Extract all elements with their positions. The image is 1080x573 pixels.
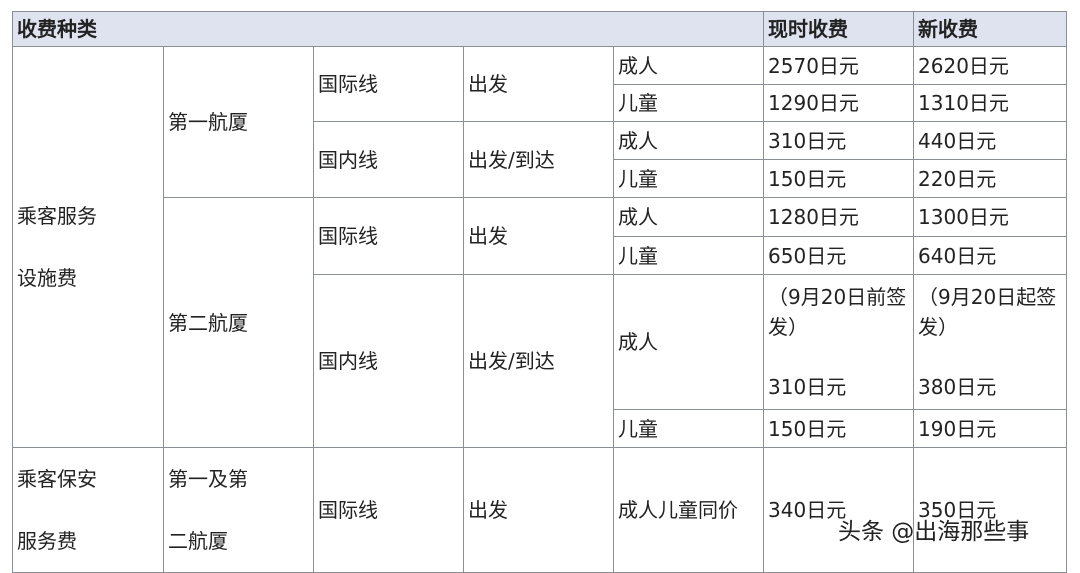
current-fee: 650日元 <box>763 236 915 275</box>
fee-table: 收费种类 现时收费 新收费 乘客服务 设施费 第一航厦 国际线 出发 成人 257… <box>11 11 1068 573</box>
current-fee: （9月20日前签发） 310日元 <box>763 274 915 410</box>
header-current: 现时收费 <box>763 11 915 47</box>
table-row: 乘客保安 服务费 第一及第 二航厦 国际线 出发 成人儿童同价 340日元 350日… <box>12 447 1068 573</box>
passenger-type: 成人 <box>612 197 765 237</box>
t1-intl-route: 国际线 <box>313 46 464 122</box>
table-row: 儿童 650日元 640日元 <box>13 236 1068 275</box>
current-fee: 2570日元 <box>763 46 915 85</box>
header-new: 新收费 <box>913 11 1068 47</box>
security-terminal: 第一及第 二航厦 <box>163 447 314 573</box>
table-row: 国内线 出发/到达 成人 （9月20日前签发） 310日元 （9月20日起签发） 3… <box>13 274 1068 448</box>
t1-dom-route: 国内线 <box>313 121 464 198</box>
t1-dom-direction: 出发/到达 <box>463 121 614 198</box>
current-fee: 150日元 <box>763 409 915 448</box>
new-fee: （9月20日起签发） 380日元 <box>913 274 1068 410</box>
new-fee: 440日元 <box>913 121 1068 160</box>
passenger-type: 成人儿童同价 <box>612 447 765 573</box>
current-fee: 1290日元 <box>763 84 915 122</box>
header-category: 收费种类 <box>11 11 765 47</box>
table-row: 儿童 150日元 190日元 <box>13 409 1068 448</box>
new-fee: 190日元 <box>913 409 1068 448</box>
passenger-service-label: 乘客服务 设施费 <box>12 46 164 448</box>
new-fee: 2620日元 <box>913 46 1068 85</box>
t1-name: 第一航厦 <box>163 46 314 198</box>
watermark: 头条 @出海那些事 <box>838 519 1030 545</box>
table-row: 第二航厦 国际线 出发 成人 1280日元 1300日元 <box>13 197 1068 448</box>
passenger-type: 儿童 <box>612 236 765 275</box>
security-label: 乘客保安 服务费 <box>12 447 164 573</box>
t2-intl-route: 国际线 <box>313 197 464 275</box>
t2-name: 第二航厦 <box>163 197 314 448</box>
passenger-type: 成人 <box>612 274 765 410</box>
passenger-type: 儿童 <box>612 84 765 122</box>
current-fee: 1280日元 <box>763 197 915 237</box>
current-fee: 310日元 <box>763 121 915 160</box>
t2-dom-route: 国内线 <box>313 274 464 448</box>
t2-dom-direction: 出发/到达 <box>463 274 614 448</box>
current-fee: 340日元 <box>763 447 915 573</box>
header-row: 收费种类 现时收费 新收费 <box>11 11 1068 47</box>
t1-intl-direction: 出发 <box>463 46 614 122</box>
passenger-type: 成人 <box>612 121 765 160</box>
table-row: 乘客服务 设施费 第一航厦 国际线 出发 成人 2570日元 2620日元 <box>12 46 1068 448</box>
security-direction: 出发 <box>463 447 614 573</box>
table-row: 儿童 1290日元 1310日元 <box>13 84 1068 122</box>
passenger-type: 儿童 <box>612 159 765 198</box>
passenger-type: 儿童 <box>612 409 765 448</box>
new-fee: 640日元 <box>913 236 1068 275</box>
t2-intl-direction: 出发 <box>463 197 614 275</box>
new-fee: 220日元 <box>913 159 1068 198</box>
new-fee: 350日元 <box>913 447 1068 573</box>
current-fee: 150日元 <box>763 159 915 198</box>
security-route: 国际线 <box>313 447 464 573</box>
new-fee: 1300日元 <box>913 197 1068 237</box>
passenger-type: 成人 <box>612 46 765 85</box>
table-row: 儿童 150日元 220日元 <box>13 159 1068 198</box>
new-fee: 1310日元 <box>913 84 1068 122</box>
